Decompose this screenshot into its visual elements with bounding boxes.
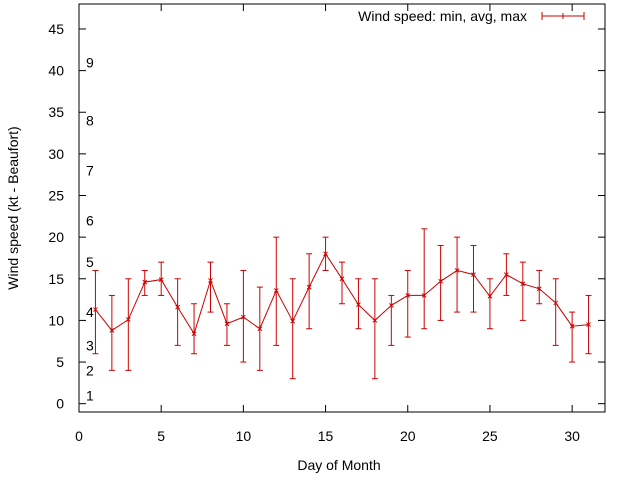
data-point-cross — [372, 318, 378, 323]
data-point-cross — [438, 278, 443, 284]
data-point-cross — [257, 326, 263, 332]
y-tick-label: 40 — [48, 63, 64, 79]
y-tick-label: 10 — [48, 312, 64, 328]
data-point-cross — [323, 251, 328, 257]
beaufort-label: 4 — [86, 304, 94, 320]
data-point-cross — [191, 331, 197, 337]
x-tick-label: 20 — [400, 428, 416, 444]
y-axis-label: Wind speed (kt - Beaufort) — [5, 126, 21, 289]
y-tick-label: 15 — [48, 271, 64, 287]
data-point-cross — [504, 272, 509, 277]
beaufort-label: 5 — [86, 254, 94, 270]
data-point-cross — [175, 304, 180, 310]
beaufort-scale-labels: 1 2 3 4 5 6 7 8 9 — [86, 54, 94, 403]
data-point-cross — [93, 307, 98, 312]
x-tick-label: 25 — [482, 428, 498, 444]
x-tick-label: 0 — [75, 428, 83, 444]
data-point-cross — [241, 314, 246, 320]
legend-label: Wind speed: min, avg, max — [358, 8, 527, 24]
data-point-cross — [454, 268, 460, 273]
data-point-cross — [536, 286, 542, 292]
data-point-cross — [487, 293, 493, 299]
data-point-cross — [569, 323, 575, 329]
data-point-cross — [273, 288, 279, 293]
y-tick-label: 0 — [56, 396, 64, 412]
data-point-cross — [553, 300, 559, 306]
data-point-cross — [586, 322, 591, 327]
x-tick-label: 5 — [157, 428, 165, 444]
data-point-cross — [306, 284, 312, 290]
data-point-cross — [339, 276, 345, 282]
beaufort-label: 9 — [86, 54, 94, 70]
beaufort-label: 1 — [86, 387, 94, 403]
x-axis-label: Day of Month — [297, 457, 380, 473]
data-point-cross — [224, 321, 230, 327]
beaufort-label: 8 — [86, 113, 94, 129]
data-point-cross — [125, 317, 131, 322]
x-tick-label: 30 — [564, 428, 580, 444]
data-point-cross — [356, 302, 361, 307]
data-point-cross — [290, 318, 296, 324]
data-point-cross — [471, 272, 476, 277]
y-tick-label: 20 — [48, 229, 64, 245]
data-point-cross — [388, 303, 394, 308]
y-tick-label: 45 — [48, 21, 64, 37]
x-tick-label: 15 — [318, 428, 334, 444]
y-tick-label: 30 — [48, 146, 64, 162]
x-axis-ticks: 0 5 10 15 20 25 30 — [75, 4, 580, 444]
data-point-cross — [142, 279, 148, 285]
data-point-cross — [208, 278, 213, 283]
legend: Wind speed: min, avg, max — [358, 8, 585, 24]
beaufort-label: 2 — [86, 362, 94, 378]
data-point-cross — [158, 277, 164, 282]
y-tick-label: 25 — [48, 188, 64, 204]
x-tick-label: 10 — [236, 428, 252, 444]
beaufort-label: 7 — [86, 163, 94, 179]
plot-frame — [78, 3, 606, 413]
data-point-cross — [109, 328, 115, 333]
data-point-cross — [520, 281, 526, 287]
data-point-cross — [421, 293, 427, 298]
beaufort-label: 3 — [86, 337, 94, 353]
y-tick-label: 5 — [56, 354, 64, 370]
y-tick-label: 35 — [48, 104, 64, 120]
beaufort-label: 6 — [86, 212, 94, 228]
series-wind-speed — [92, 228, 592, 380]
data-point-cross — [405, 293, 411, 298]
